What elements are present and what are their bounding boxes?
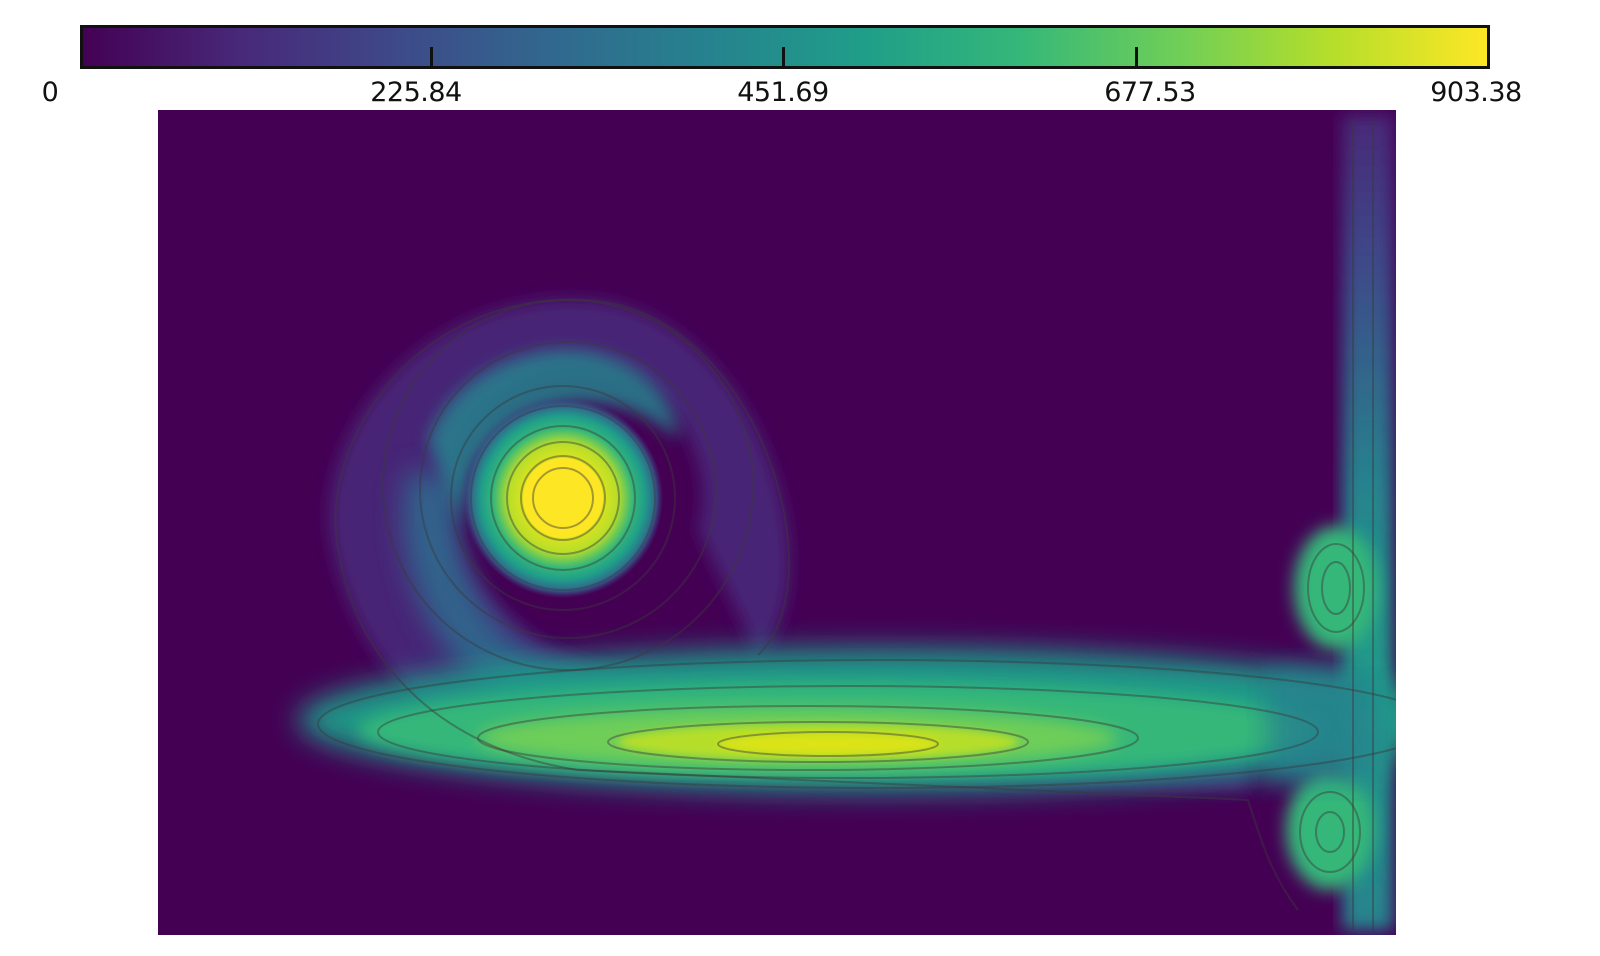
colorbar-label-min: 0	[41, 77, 59, 108]
contour-band-2	[607, 721, 1029, 763]
contour-blob-lower-1	[1315, 811, 1345, 853]
band-peak	[718, 734, 938, 754]
contour-blob-upper-2	[1307, 543, 1365, 633]
colorbar-label-max: 903.38	[1430, 77, 1522, 108]
vortex-core	[463, 398, 663, 598]
contour-core-5	[470, 405, 656, 591]
spiral-inner-ring	[428, 349, 678, 530]
colorbar-tick-1	[430, 47, 433, 67]
right-wall-jet	[1268, 115, 1393, 930]
contour-lines	[317, 120, 1396, 930]
contour-core-8	[382, 299, 754, 671]
contour-core-2	[520, 455, 606, 541]
colorbar-tick-3	[1135, 47, 1138, 67]
contour-outer-1	[334, 298, 791, 656]
colorbar-label-1: 225.84	[370, 77, 462, 108]
contour-core-3	[506, 441, 620, 555]
vortex-core-peak	[523, 458, 603, 538]
contour-core-6	[450, 385, 676, 611]
wall-blob-lower	[1286, 770, 1374, 890]
contour-band-3	[477, 705, 1139, 771]
colorbar-tick-2	[782, 47, 785, 67]
wall-blob-upper	[1294, 526, 1378, 650]
colorbar	[80, 25, 1490, 69]
horizontal-band	[298, 648, 1396, 792]
wall-junction	[1268, 670, 1378, 780]
heatmap-plot-area	[158, 110, 1396, 935]
colorbar-label-3: 677.53	[1104, 77, 1196, 108]
contour-core-1	[532, 467, 594, 529]
contour-blob-upper-1	[1321, 561, 1351, 615]
contour-band-4	[377, 685, 1319, 779]
contour-band-5	[317, 659, 1396, 789]
contour-outer-2	[337, 549, 1299, 911]
contour-core-7	[419, 341, 717, 639]
heatmap-svg	[158, 110, 1396, 935]
contour-core-4	[490, 425, 636, 571]
contour-band-1	[717, 731, 939, 757]
contour-blob-lower-2	[1299, 791, 1361, 873]
colorbar-label-2: 451.69	[737, 77, 829, 108]
